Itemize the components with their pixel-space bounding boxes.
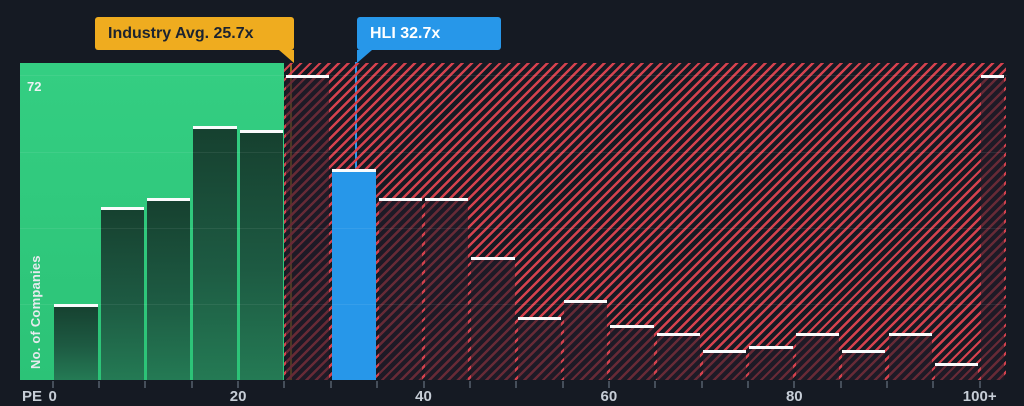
x-tick-label: 100+	[962, 388, 997, 405]
x-tick-label: 0	[48, 388, 57, 405]
bar-top-cap	[795, 333, 840, 337]
industry-avg-callout: Industry Avg. 25.7x	[95, 17, 294, 63]
y-axis-label: No. of Companies	[28, 255, 43, 369]
bar-top-cap	[656, 333, 701, 337]
bar-top-cap	[564, 299, 608, 303]
axis-tick	[886, 381, 888, 388]
histogram-bar[interactable]	[703, 350, 747, 380]
axis-tick	[746, 381, 749, 388]
x-axis-label: PE	[22, 388, 43, 405]
histogram-bar[interactable]	[749, 346, 793, 380]
histogram-bar[interactable]	[378, 198, 422, 380]
bar-top-cap	[703, 350, 747, 354]
axis-tick	[561, 381, 564, 388]
bar-top-cap	[517, 316, 562, 320]
histogram-bar[interactable]	[146, 198, 191, 380]
histogram-bar[interactable]	[934, 363, 979, 380]
bar-top-cap	[239, 130, 283, 134]
gridline	[20, 227, 1007, 229]
axis-tick	[144, 381, 147, 388]
axis-tick	[700, 381, 703, 388]
histogram-bar[interactable]	[517, 316, 562, 380]
axis-tick	[468, 381, 471, 388]
bar-top-cap	[54, 303, 98, 307]
bar-top-cap	[749, 346, 793, 350]
company-callout: HLI 32.7x	[357, 17, 501, 63]
histogram-bar[interactable]	[471, 257, 515, 380]
histogram-bar[interactable]	[193, 126, 237, 380]
axis-tick	[98, 381, 101, 388]
bar-top-cap	[842, 350, 886, 354]
axis-tick	[283, 381, 286, 388]
histogram-bar[interactable]	[239, 130, 283, 380]
x-tick-label: 40	[415, 388, 432, 405]
bar-top-cap	[193, 126, 237, 130]
histogram-bar[interactable]	[981, 75, 1005, 380]
histogram-bar[interactable]	[332, 168, 376, 380]
company-callout-label: HLI 32.7x	[370, 25, 441, 42]
x-tick-label: 20	[229, 388, 247, 405]
bar-top-cap	[610, 325, 654, 329]
bar-top-cap	[888, 333, 932, 337]
histogram-bar[interactable]	[656, 333, 701, 380]
histogram-bar[interactable]	[54, 303, 98, 380]
histogram-bar[interactable]	[888, 333, 932, 380]
x-tick-label: 60	[600, 388, 618, 405]
bar-top-cap	[100, 206, 144, 210]
bar-top-cap	[332, 168, 376, 172]
callout-tail	[279, 50, 294, 63]
axis-tick	[515, 381, 518, 388]
axis-tick	[329, 381, 332, 388]
histogram-bar[interactable]	[425, 198, 469, 380]
axis-tick	[422, 381, 425, 388]
axis-tick	[237, 381, 240, 388]
axis-tick	[376, 381, 379, 388]
gridline	[20, 151, 1007, 153]
bar-top-cap	[981, 75, 1005, 79]
axis-tick	[51, 381, 54, 388]
callout-tail	[357, 50, 372, 63]
histogram-bar[interactable]	[285, 75, 330, 380]
axis-tick	[654, 381, 657, 388]
histogram-bar[interactable]	[842, 350, 886, 380]
axis-tick	[607, 381, 610, 388]
histogram-bar[interactable]	[610, 325, 654, 380]
industry-avg-callout-label: Industry Avg. 25.7x	[108, 25, 254, 42]
axis-tick	[793, 381, 796, 388]
histogram-bar[interactable]	[795, 333, 840, 380]
x-tick-label: 80	[785, 388, 803, 405]
y-max-label: 72	[27, 79, 42, 94]
gridline	[20, 303, 1007, 305]
axis-tick	[932, 381, 935, 388]
axis-tick	[839, 381, 842, 388]
histogram-bar[interactable]	[100, 206, 144, 380]
bar-top-cap	[285, 75, 330, 79]
bar-top-cap	[146, 198, 191, 202]
axis-tick	[190, 381, 193, 388]
bar-top-cap	[934, 363, 979, 367]
axis-tick	[978, 381, 981, 388]
bar-top-cap	[378, 198, 422, 202]
bar-top-cap	[425, 198, 469, 202]
gridline	[20, 75, 1007, 77]
histogram-bar[interactable]	[564, 299, 608, 380]
bar-top-cap	[471, 257, 515, 261]
